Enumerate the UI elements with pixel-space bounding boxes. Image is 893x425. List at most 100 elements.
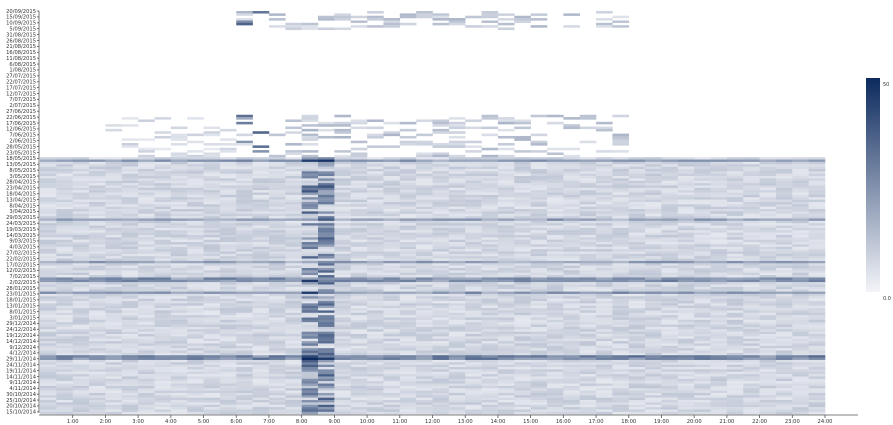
heatmap-cell xyxy=(579,378,597,382)
heatmap-cell xyxy=(367,201,384,205)
heatmap-cell xyxy=(416,305,433,309)
heatmap-cell xyxy=(416,374,433,377)
heatmap-cell xyxy=(399,211,417,214)
heatmap-cell xyxy=(563,126,580,130)
heatmap-cell xyxy=(56,227,73,231)
heatmap-cell xyxy=(219,157,237,160)
heatmap-cell xyxy=(285,180,302,184)
heatmap-cell xyxy=(726,180,744,184)
heatmap-cell xyxy=(677,242,695,245)
heatmap-cell xyxy=(350,157,368,160)
heatmap-cell xyxy=(367,268,384,271)
heatmap-cell xyxy=(759,298,777,302)
heatmap-cell xyxy=(546,324,564,328)
heatmap-cell xyxy=(546,227,564,231)
heatmap-cell xyxy=(72,194,90,198)
heatmap-cell xyxy=(808,352,826,356)
heatmap-cell xyxy=(318,326,335,330)
heatmap-cell xyxy=(187,352,204,356)
heatmap-cell xyxy=(743,308,760,311)
heatmap-cell xyxy=(710,275,728,278)
heatmap-cell xyxy=(203,242,221,245)
heatmap-cell xyxy=(301,117,319,120)
heatmap-cell xyxy=(383,242,401,245)
heatmap-cell xyxy=(596,22,613,26)
heatmap-cell xyxy=(203,324,221,328)
heatmap-cell xyxy=(612,251,630,255)
heatmap-cell xyxy=(399,275,417,278)
heatmap-cell xyxy=(236,289,253,292)
heatmap-cell xyxy=(563,310,580,313)
heatmap-cell xyxy=(301,244,319,247)
heatmap-cell xyxy=(252,350,270,354)
heatmap-cell xyxy=(268,180,286,184)
heatmap-cell xyxy=(612,336,630,339)
heatmap-cell xyxy=(497,119,515,123)
heatmap-cell xyxy=(596,126,613,130)
heatmap-cell xyxy=(154,286,172,290)
heatmap-cell xyxy=(645,345,662,349)
heatmap-cell xyxy=(89,293,106,297)
heatmap-cell xyxy=(808,367,826,370)
heatmap-cell xyxy=(301,143,319,146)
heatmap-cell xyxy=(203,206,221,210)
heatmap-cell xyxy=(775,270,793,273)
heatmap-cell xyxy=(203,232,221,236)
heatmap-cell xyxy=(530,355,548,358)
heatmap-cell xyxy=(301,277,319,280)
heatmap-cell xyxy=(72,272,90,276)
heatmap-cell xyxy=(367,159,384,163)
heatmap-cell xyxy=(612,331,630,335)
heatmap-cell xyxy=(170,301,188,304)
heatmap-cell xyxy=(481,20,499,23)
heatmap-cell xyxy=(448,355,466,358)
heatmap-cell xyxy=(268,246,286,250)
heatmap-cell xyxy=(661,178,679,181)
heatmap-cell xyxy=(121,381,139,384)
heatmap-cell xyxy=(350,258,368,262)
heatmap-cell xyxy=(350,371,368,375)
heatmap-cell xyxy=(399,22,417,26)
heatmap-cell xyxy=(563,369,580,372)
heatmap-cell xyxy=(138,190,155,193)
heatmap-cell xyxy=(268,275,286,278)
heatmap-cell xyxy=(530,246,548,250)
heatmap-cell xyxy=(677,183,695,186)
heatmap-cell xyxy=(252,301,270,304)
heatmap-cell xyxy=(775,383,793,387)
heatmap-cell xyxy=(285,322,302,325)
heatmap-cell xyxy=(579,355,597,358)
heatmap-cell xyxy=(432,263,450,266)
heatmap-cell xyxy=(121,348,139,351)
heatmap-cell xyxy=(187,150,204,153)
heatmap-cell xyxy=(350,192,368,196)
heatmap-cell xyxy=(350,374,368,377)
heatmap-cell xyxy=(89,270,106,273)
heatmap-cell xyxy=(89,345,106,349)
heatmap-cell xyxy=(628,194,646,198)
heatmap-cell xyxy=(285,185,302,189)
heatmap-cell xyxy=(448,296,466,299)
heatmap-cell xyxy=(481,326,499,330)
heatmap-cell xyxy=(481,223,499,226)
heatmap-cell xyxy=(334,331,352,335)
heatmap-cell xyxy=(481,204,499,207)
heatmap-cell xyxy=(514,166,531,170)
heatmap-cell xyxy=(170,362,188,365)
heatmap-cell xyxy=(416,312,433,316)
heatmap-cell xyxy=(645,209,662,212)
heatmap-cell xyxy=(350,190,368,193)
heatmap-cell xyxy=(252,289,270,292)
heatmap-cell xyxy=(236,194,253,198)
heatmap-cell xyxy=(72,277,90,280)
heatmap-cell xyxy=(268,348,286,351)
heatmap-cell xyxy=(72,263,90,266)
heatmap-cell xyxy=(72,197,90,200)
heatmap-cell xyxy=(694,371,711,375)
heatmap-cell xyxy=(399,272,417,276)
heatmap-cell xyxy=(661,211,679,214)
heatmap-cell xyxy=(710,213,728,217)
heatmap-cell xyxy=(596,180,613,184)
heatmap-cell xyxy=(56,343,73,347)
heatmap-cell xyxy=(448,239,466,243)
